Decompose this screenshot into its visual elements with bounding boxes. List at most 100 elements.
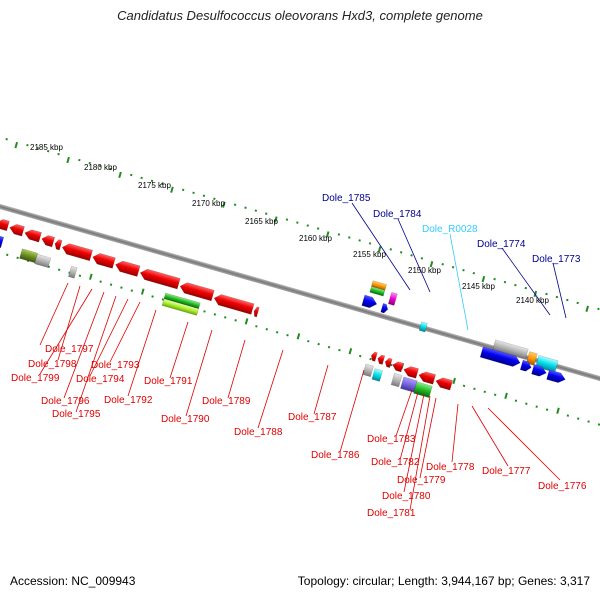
leader-line bbox=[451, 403, 459, 463]
gene-arrow[interactable] bbox=[61, 242, 93, 262]
gene-box[interactable] bbox=[68, 265, 78, 279]
ruler-dot bbox=[390, 363, 393, 367]
gene-box[interactable] bbox=[0, 233, 5, 249]
leader-line bbox=[397, 218, 431, 293]
label-leader-lines bbox=[39, 202, 567, 511]
gene-label-dole-1780[interactable]: Dole_1780 bbox=[382, 491, 431, 502]
ruler-major-tick bbox=[118, 171, 122, 179]
gene-arrow[interactable] bbox=[391, 361, 404, 373]
gene-label-dole-1784[interactable]: Dole_1784 bbox=[373, 209, 422, 220]
gene-label-dole-1776[interactable]: Dole_1776 bbox=[538, 481, 587, 492]
gene-label-dole-1797[interactable]: Dole_1797 bbox=[45, 344, 94, 355]
gene-label-dole-1779[interactable]: Dole_1779 bbox=[397, 475, 446, 486]
gene-box[interactable] bbox=[418, 321, 428, 333]
gene-label-dole-1798[interactable]: Dole_1798 bbox=[28, 359, 77, 370]
gene-label-dole-1787[interactable]: Dole_1787 bbox=[288, 412, 337, 423]
tick-label-2170: 2170 kbp bbox=[192, 199, 225, 208]
gene-arrow[interactable] bbox=[253, 306, 260, 318]
gene-label-dole-1795[interactable]: Dole_1795 bbox=[52, 409, 101, 420]
ruler-dot bbox=[566, 298, 569, 302]
gene-arrow[interactable] bbox=[380, 303, 389, 314]
gene-label-dole-1774[interactable]: Dole_1774 bbox=[477, 239, 526, 250]
gene-box[interactable] bbox=[387, 291, 398, 306]
gene-arrow[interactable] bbox=[417, 370, 436, 385]
gene-label-dole-1794[interactable]: Dole_1794 bbox=[76, 374, 125, 385]
gene-arrow[interactable] bbox=[54, 239, 63, 251]
gene-label-dole-1778[interactable]: Dole_1778 bbox=[426, 462, 475, 473]
gene-label-dole-1777[interactable]: Dole_1777 bbox=[482, 466, 531, 477]
ruler-dot bbox=[130, 173, 133, 177]
gene-arrow[interactable] bbox=[384, 357, 393, 368]
tick-label-2160: 2160 kbp bbox=[299, 234, 332, 243]
gene-label-dole-1791[interactable]: Dole_1791 bbox=[144, 376, 193, 387]
gene-label-dole-1786[interactable]: Dole_1786 bbox=[311, 450, 360, 461]
gene-arrow[interactable] bbox=[23, 228, 42, 243]
gene-box[interactable] bbox=[161, 298, 199, 316]
gene-arrow[interactable] bbox=[8, 223, 25, 237]
gene-arrow[interactable] bbox=[361, 294, 378, 309]
gene-features bbox=[0, 218, 567, 398]
ruler-major-tick bbox=[429, 261, 434, 268]
gene-label-dole-1781[interactable]: Dole_1781 bbox=[367, 508, 416, 519]
ruler-dot bbox=[57, 152, 60, 156]
tick-label-2165: 2165 kbp bbox=[245, 217, 278, 226]
leader-line bbox=[89, 298, 129, 377]
gene-arrow[interactable] bbox=[546, 369, 567, 385]
gene-arrow[interactable] bbox=[531, 364, 548, 377]
gene-box[interactable] bbox=[362, 363, 374, 378]
ruler-major-tick bbox=[556, 407, 560, 414]
ruler-dot bbox=[99, 280, 102, 283]
gene-arrow[interactable] bbox=[139, 267, 181, 290]
gene-box[interactable] bbox=[492, 339, 529, 360]
ruler-dot bbox=[213, 313, 217, 316]
gene-label-dole-1785[interactable]: Dole_1785 bbox=[322, 193, 371, 204]
ruler-dot bbox=[441, 263, 444, 266]
gene-box[interactable] bbox=[369, 286, 386, 297]
gene-box[interactable] bbox=[413, 381, 433, 398]
gene-arrow[interactable] bbox=[114, 259, 141, 277]
gene-label-dole-r0028[interactable]: Dole_R0028 bbox=[422, 224, 478, 235]
gene-arrow[interactable] bbox=[377, 354, 386, 365]
gene-arrow[interactable] bbox=[370, 351, 378, 362]
ruler-dot bbox=[120, 286, 123, 289]
ruler-major-tick bbox=[170, 186, 174, 193]
gene-label-dole-1796[interactable]: Dole_1796 bbox=[41, 396, 90, 407]
ruler-dot bbox=[265, 328, 269, 331]
gene-box[interactable] bbox=[371, 368, 383, 382]
reverse-gene-labels: Dole_1797 Dole_1798 Dole_1799 Dole_1793 … bbox=[11, 344, 587, 519]
gene-arrow[interactable] bbox=[435, 376, 453, 391]
ruler-major-tick bbox=[452, 377, 456, 385]
ruler-dot bbox=[98, 164, 102, 168]
gene-label-dole-1789[interactable]: Dole_1789 bbox=[202, 396, 251, 407]
gene-arrow[interactable] bbox=[402, 365, 419, 379]
gene-label-dole-1783[interactable]: Dole_1783 bbox=[367, 434, 416, 445]
gene-arrow[interactable] bbox=[0, 218, 10, 232]
ruler-major-tick bbox=[504, 392, 508, 399]
gene-arrow[interactable] bbox=[179, 281, 215, 302]
gene-arrow[interactable] bbox=[519, 359, 532, 372]
gene-arrow[interactable] bbox=[40, 234, 56, 248]
ruler-dot bbox=[26, 143, 29, 147]
gene-label-dole-1790[interactable]: Dole_1790 bbox=[161, 414, 210, 425]
gene-arrow[interactable] bbox=[479, 346, 521, 369]
gene-arrow[interactable] bbox=[91, 252, 116, 269]
gene-box[interactable] bbox=[19, 248, 38, 264]
ruler-major-tick bbox=[244, 318, 249, 325]
ruler-dot bbox=[264, 212, 268, 215]
gene-label-dole-1773[interactable]: Dole_1773 bbox=[532, 254, 581, 265]
gene-box[interactable] bbox=[390, 372, 403, 388]
genome-backbone bbox=[0, 177, 600, 392]
gene-label-dole-1792[interactable]: Dole_1792 bbox=[104, 395, 153, 406]
gene-label-dole-1799[interactable]: Dole_1799 bbox=[11, 373, 60, 384]
gene-label-dole-1788[interactable]: Dole_1788 bbox=[234, 427, 283, 438]
tick-label-2175: 2175 kbp bbox=[138, 181, 171, 190]
ruler-dot bbox=[316, 227, 320, 230]
gene-box[interactable] bbox=[34, 253, 52, 268]
ruler-dot bbox=[16, 256, 19, 260]
genome-summary-text: Topology: circular; Length: 3,944,167 bp… bbox=[297, 574, 590, 588]
gene-arrow[interactable] bbox=[213, 293, 255, 315]
leader-line bbox=[471, 405, 509, 467]
gene-label-dole-1782[interactable]: Dole_1782 bbox=[371, 457, 420, 468]
gene-label-dole-1793[interactable]: Dole_1793 bbox=[91, 360, 140, 371]
ruler-dot bbox=[503, 280, 507, 284]
